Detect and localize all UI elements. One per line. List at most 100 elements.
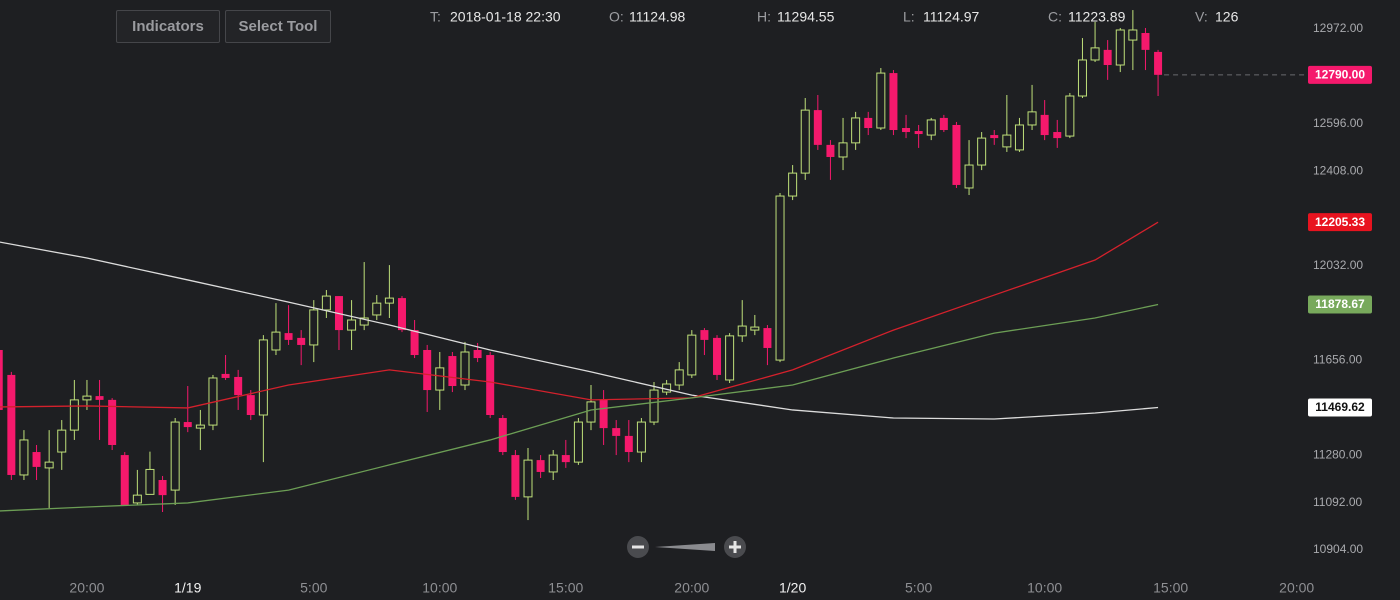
header-label: V: bbox=[1195, 9, 1208, 25]
candle-body bbox=[926, 119, 936, 136]
candle-body bbox=[561, 455, 570, 463]
candle-body bbox=[586, 401, 596, 423]
candle-body bbox=[952, 124, 961, 185]
indicators-button[interactable]: Indicators bbox=[116, 10, 220, 43]
candle-body bbox=[498, 418, 507, 453]
plot-area bbox=[0, 10, 1163, 521]
candle-body bbox=[624, 435, 633, 453]
x-tick-label: 20:00 bbox=[674, 580, 709, 596]
candle-body bbox=[246, 395, 255, 415]
candle-body bbox=[297, 337, 306, 345]
candle-body bbox=[939, 117, 948, 131]
candle-body bbox=[1154, 51, 1163, 75]
y-tick-label: 12408.00 bbox=[1313, 163, 1363, 177]
x-tick-label: 10:00 bbox=[1027, 580, 1062, 596]
header-value: 11124.97 bbox=[923, 9, 980, 25]
candle-body bbox=[700, 330, 709, 340]
candle-body bbox=[170, 421, 180, 491]
header-label: L: bbox=[903, 9, 915, 25]
candle-body bbox=[309, 309, 319, 346]
price-tag bbox=[1308, 398, 1372, 417]
candle-body bbox=[473, 349, 482, 359]
candle-body bbox=[95, 396, 104, 400]
header-value: 11294.55 bbox=[777, 9, 835, 25]
header-label: C: bbox=[1048, 9, 1062, 25]
candle-body bbox=[120, 455, 129, 505]
candle-body bbox=[410, 330, 419, 356]
candle-body bbox=[397, 298, 406, 331]
candle-body bbox=[851, 117, 861, 144]
candle-body bbox=[914, 131, 923, 135]
candle-body bbox=[1128, 29, 1138, 41]
x-tick-label: 15:00 bbox=[1153, 580, 1188, 596]
candle-body bbox=[1027, 111, 1037, 126]
header-value: 11223.89 bbox=[1068, 9, 1126, 25]
price-tag bbox=[1308, 213, 1372, 232]
candle-body bbox=[536, 460, 545, 472]
candle-body bbox=[990, 135, 999, 139]
candle-body bbox=[158, 480, 167, 496]
candle-body bbox=[876, 72, 886, 129]
select-tool-button[interactable]: Select Tool bbox=[225, 10, 331, 43]
candle-body bbox=[813, 110, 822, 145]
price-tag-label: 12205.33 bbox=[1315, 215, 1365, 229]
y-tick-label: 11280.00 bbox=[1313, 447, 1362, 461]
zoom-slider[interactable] bbox=[655, 543, 715, 551]
candle-body bbox=[372, 302, 382, 316]
candle-body bbox=[763, 328, 772, 348]
candle-body bbox=[284, 333, 293, 340]
candle-body bbox=[108, 399, 117, 445]
candle-body bbox=[1002, 134, 1012, 148]
header-label: T: bbox=[430, 9, 441, 25]
header-value: 126 bbox=[1215, 9, 1239, 25]
candle-body bbox=[0, 349, 3, 410]
candle-body bbox=[384, 297, 394, 304]
header-label: O: bbox=[609, 9, 624, 25]
candle-body bbox=[864, 117, 873, 129]
minus-icon bbox=[632, 545, 644, 549]
x-tick-label: 5:00 bbox=[905, 580, 932, 596]
candle-body bbox=[69, 399, 79, 431]
header-value: 2018-01-18 22:30 bbox=[450, 9, 561, 25]
candle-body bbox=[902, 128, 911, 133]
candle-body bbox=[800, 109, 810, 174]
candle-body bbox=[649, 389, 659, 423]
x-tick-label: 5:00 bbox=[300, 580, 327, 596]
candle-body bbox=[57, 429, 67, 453]
candle-body bbox=[1014, 124, 1024, 151]
x-tick-label: 1/19 bbox=[174, 580, 201, 596]
candle-body bbox=[1141, 33, 1150, 50]
x-tick-label: 1/20 bbox=[779, 580, 806, 596]
candle-body bbox=[713, 337, 722, 375]
candle-body bbox=[725, 335, 735, 381]
price-tag-label: 11469.62 bbox=[1315, 400, 1365, 414]
candle-body bbox=[258, 339, 268, 416]
candle-body bbox=[1090, 47, 1100, 61]
x-tick-label: 20:00 bbox=[69, 580, 104, 596]
candle-body bbox=[889, 73, 898, 131]
y-tick-label: 11092.00 bbox=[1313, 495, 1362, 509]
candle-body bbox=[359, 317, 369, 326]
header-value: 11124.98 bbox=[629, 9, 686, 25]
y-tick-label: 12972.00 bbox=[1313, 21, 1363, 35]
x-tick-label: 15:00 bbox=[548, 580, 583, 596]
ma-line bbox=[0, 221, 1159, 409]
candle-body bbox=[435, 367, 445, 391]
y-tick-label: 11656.00 bbox=[1313, 353, 1362, 367]
candle-body bbox=[964, 164, 974, 189]
zoom-control bbox=[627, 536, 746, 558]
candle-body bbox=[523, 459, 533, 498]
candle-body bbox=[775, 195, 785, 361]
candle-body bbox=[195, 424, 205, 429]
candle-body bbox=[687, 334, 697, 376]
candle-body bbox=[347, 319, 357, 331]
candle-body bbox=[1077, 59, 1087, 97]
candle-body bbox=[19, 439, 29, 476]
candle-body bbox=[448, 356, 457, 387]
candle-body bbox=[636, 421, 646, 453]
candle-body bbox=[221, 373, 230, 378]
candle-body bbox=[7, 374, 16, 475]
candle-body bbox=[1053, 132, 1062, 139]
